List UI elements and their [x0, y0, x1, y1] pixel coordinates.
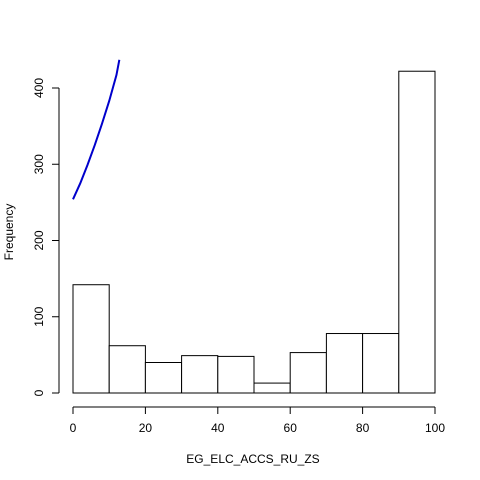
histogram-bar-2 — [144, 362, 183, 394]
histogram-bar-0 — [72, 284, 110, 394]
x-axis-label: EG_ELC_ACCS_RU_ZS — [186, 452, 319, 466]
histogram-bar-8 — [362, 333, 400, 394]
x-tick-label: 100 — [425, 421, 445, 435]
histogram-bars — [72, 70, 436, 394]
overlay-line-layer — [72, 59, 121, 200]
histogram-bar-3 — [181, 355, 219, 394]
x-tick-label: 0 — [70, 421, 77, 435]
histogram-bar-5 — [253, 382, 291, 394]
x-tick-label: 20 — [139, 421, 153, 435]
y-tick-label: 200 — [32, 230, 46, 250]
x-tick-label: 40 — [211, 421, 225, 435]
overlay-curve — [72, 59, 121, 200]
x-axis: 0 20 40 60 80 100 — [70, 406, 445, 435]
histogram-bar-7 — [325, 333, 364, 394]
y-tick-label: 300 — [32, 154, 46, 174]
x-tick-label: 60 — [284, 421, 298, 435]
y-axis-label: Frequency — [2, 204, 16, 261]
x-tick-label: 80 — [356, 421, 370, 435]
y-axis: 0 100 200 300 400 — [32, 78, 60, 396]
histogram-bar-6 — [289, 352, 327, 394]
y-tick-label: 400 — [32, 78, 46, 98]
histogram-bar-4 — [217, 355, 255, 394]
y-tick-label: 100 — [32, 306, 46, 326]
histogram-bar-9 — [398, 70, 436, 394]
y-tick-label: 0 — [32, 389, 46, 396]
histogram-bar-1 — [108, 345, 146, 394]
